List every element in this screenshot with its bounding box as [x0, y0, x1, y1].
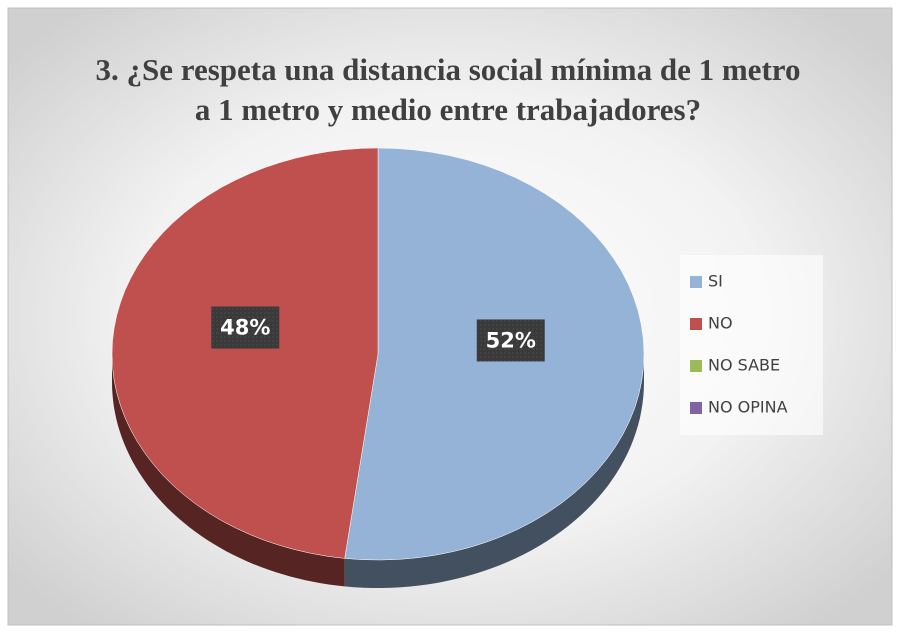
legend-label: NO OPINA: [708, 398, 788, 417]
data-label-box: [211, 306, 280, 349]
data-label-box: [476, 319, 545, 362]
legend-label: NO SABE: [708, 356, 780, 375]
pie-slice-side: [344, 354, 644, 588]
pie-slice-side: [112, 354, 345, 587]
legend-swatch: [690, 402, 702, 414]
legend-swatch: [690, 360, 702, 372]
legend-swatch: [690, 318, 702, 330]
pie-slice: [111, 147, 379, 559]
legend-label: NO: [708, 314, 733, 333]
data-label: 52%: [486, 328, 536, 352]
data-label: 48%: [220, 316, 270, 340]
legend-label: SI: [708, 272, 723, 291]
legend-swatch: [690, 276, 702, 288]
legend: [680, 255, 823, 435]
chart-title: 3. ¿Se respeta una distancia social míni…: [96, 52, 801, 127]
